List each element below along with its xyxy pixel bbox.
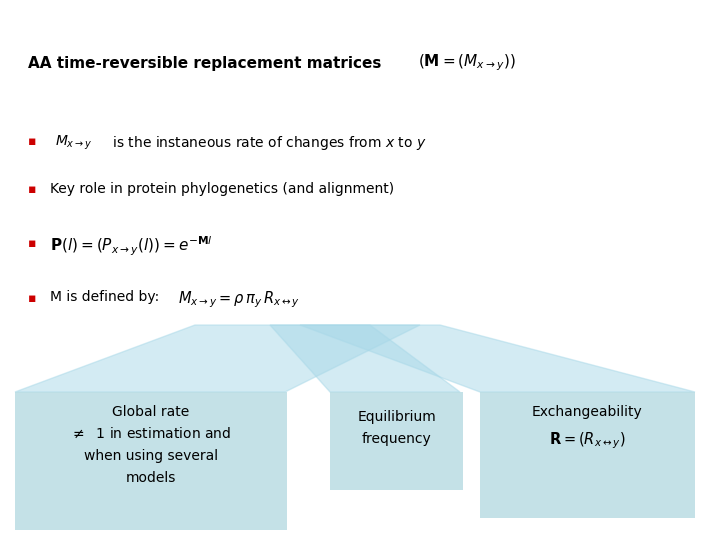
Text: Key role in protein phylogenetics (and alignment): Key role in protein phylogenetics (and a…	[50, 182, 394, 196]
Text: is the instaneous rate of changes from $x$ to $y$: is the instaneous rate of changes from $…	[108, 134, 426, 152]
Text: $\neq$  1 in estimation and: $\neq$ 1 in estimation and	[71, 427, 232, 441]
Text: $\mathbf{R}=\left(R_{x \leftrightarrow y}\right)$: $\mathbf{R}=\left(R_{x \leftrightarrow y…	[549, 430, 625, 450]
FancyBboxPatch shape	[15, 392, 287, 530]
FancyBboxPatch shape	[480, 392, 695, 518]
Text: ▪: ▪	[28, 135, 37, 148]
Polygon shape	[300, 325, 695, 392]
Text: Exchangeability: Exchangeability	[531, 405, 642, 419]
Text: Equilibrium: Equilibrium	[358, 410, 436, 424]
Text: M is defined by:: M is defined by:	[50, 290, 159, 304]
Polygon shape	[15, 325, 420, 392]
Text: Global rate: Global rate	[112, 405, 189, 419]
Text: $\mathbf{P}(l)=\left(P_{x \rightarrow y}(l)\right)=e^{-\mathbf{M}l}$: $\mathbf{P}(l)=\left(P_{x \rightarrow y}…	[50, 235, 213, 258]
Text: ▪: ▪	[28, 292, 37, 305]
Text: models: models	[126, 471, 176, 485]
Text: ▪: ▪	[28, 237, 37, 250]
Text: AA time-reversible replacement matrices: AA time-reversible replacement matrices	[28, 56, 382, 71]
FancyBboxPatch shape	[330, 392, 463, 490]
Text: frequency: frequency	[362, 432, 432, 446]
Text: $\left(\mathbf{M} = \left(M_{x \rightarrow y}\right)\right)$: $\left(\mathbf{M} = \left(M_{x \rightarr…	[418, 52, 516, 72]
Text: $M_{x \rightarrow y} = \rho\,\pi_y\,R_{x \leftrightarrow y}$: $M_{x \rightarrow y} = \rho\,\pi_y\,R_{x…	[178, 289, 300, 309]
Text: ▪: ▪	[28, 183, 37, 196]
Text: when using several: when using several	[84, 449, 218, 463]
Polygon shape	[270, 325, 460, 392]
Text: $M_{x \rightarrow y}$: $M_{x \rightarrow y}$	[55, 134, 92, 152]
